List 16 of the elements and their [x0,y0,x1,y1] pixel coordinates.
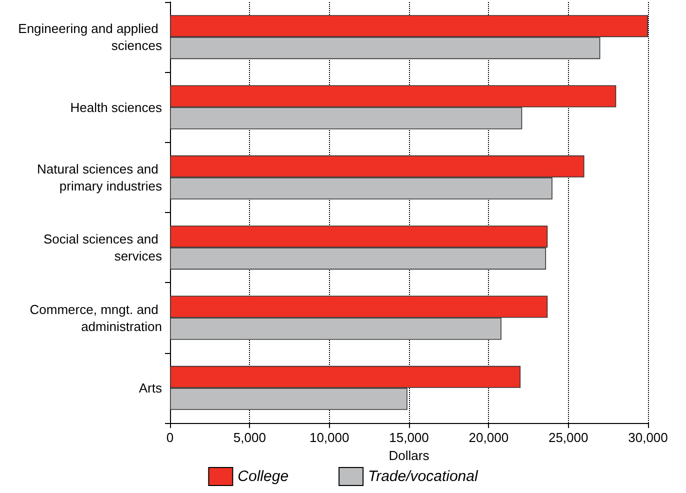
x-tick-label: 15,000 [389,430,429,445]
x-tick-label: 10,000 [309,430,350,445]
y-tick-label: Social sciences and services [43,232,162,264]
x-tick-label: 20,000 [468,430,509,445]
x-tick-label: 25,000 [548,430,588,445]
y-tick-label: Arts [138,380,162,396]
x-tick-label: 30,000 [628,430,668,445]
legend-label: Trade/vocational [368,468,478,485]
x-tick-label: 5,000 [233,430,266,445]
legend-label: College [238,468,289,485]
x-tick-label: 0 [166,430,174,445]
y-tick-label: Commerce, mngt. and administration [30,302,162,334]
y-tick-label: Engineering and applied sciences [18,21,162,54]
y-tick-label: Natural sciences and primary industries [36,161,162,194]
x-axis-title: Dollars [388,448,430,463]
y-tick-label: Health sciences [70,100,162,115]
